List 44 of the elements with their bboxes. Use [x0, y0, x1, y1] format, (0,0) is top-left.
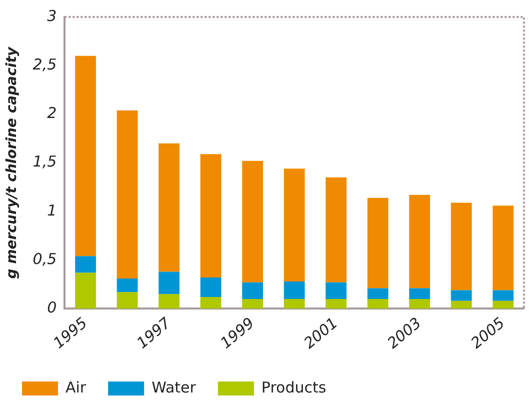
bar: [116, 292, 138, 309]
bar: [326, 298, 347, 309]
bar: [158, 294, 180, 309]
bar: [326, 282, 347, 299]
bar: [158, 143, 180, 272]
bar: [492, 206, 514, 290]
y-tick-label: 0: [47, 298, 57, 317]
bar: [409, 194, 430, 288]
legend-label: Air: [66, 378, 87, 396]
bar: [367, 288, 388, 299]
bar: [75, 256, 96, 273]
bar: [75, 56, 96, 256]
bar: [367, 198, 388, 288]
bar: [450, 290, 472, 301]
bar: [200, 297, 222, 309]
bar: [158, 272, 180, 294]
bar: [116, 278, 138, 292]
bar: [284, 168, 305, 282]
bar: [409, 288, 430, 299]
bar: [242, 282, 264, 299]
y-axis-title: g mercury/t chlorine capacity: [4, 46, 20, 279]
bar: [450, 300, 472, 309]
bar: [242, 160, 264, 282]
bar: [200, 278, 222, 298]
bar: [450, 202, 472, 290]
y-tick-label: 1: [47, 201, 57, 220]
bar: [492, 290, 514, 301]
bar: [409, 298, 430, 309]
legend-label: Products: [261, 378, 326, 396]
bar: [116, 110, 138, 279]
y-tick-label: 0,5: [32, 250, 57, 268]
y-tick-label: 1,5: [32, 152, 57, 171]
bar: [75, 272, 96, 309]
bar: [492, 300, 514, 309]
bar: [367, 298, 388, 309]
y-tick-label: 2,5: [32, 56, 57, 74]
bar: [242, 298, 264, 309]
bar: [284, 281, 305, 299]
bar: [200, 154, 222, 278]
legend-label: Water: [152, 378, 197, 396]
y-tick-label: 3: [47, 6, 57, 25]
y-tick-label: 2: [47, 104, 57, 122]
bar: [326, 177, 347, 282]
bar: [284, 298, 305, 309]
